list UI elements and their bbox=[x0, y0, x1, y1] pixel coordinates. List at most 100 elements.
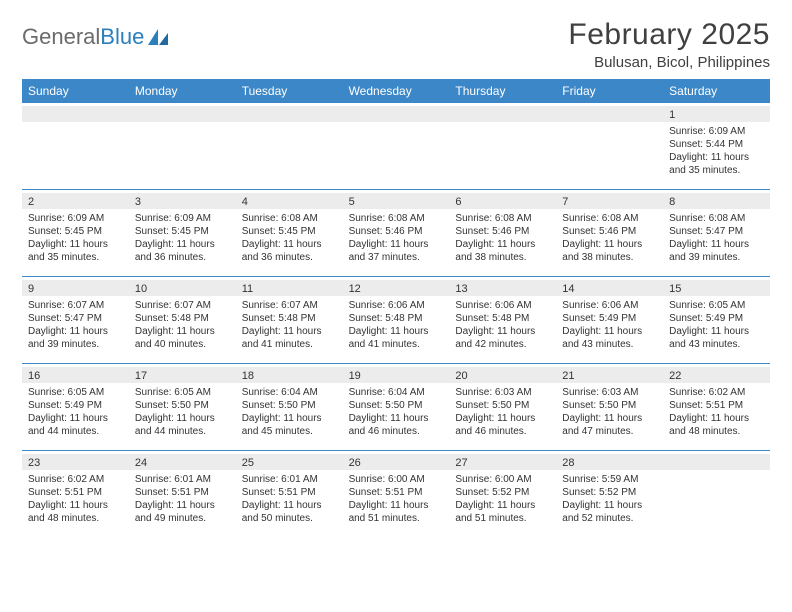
sunset-line: Sunset: 5:45 PM bbox=[28, 225, 123, 238]
sunset-line: Sunset: 5:47 PM bbox=[28, 312, 123, 325]
daylight-line: Daylight: 11 hours and 41 minutes. bbox=[242, 325, 337, 351]
day-cell: 17Sunrise: 6:05 AMSunset: 5:50 PMDayligh… bbox=[129, 364, 236, 450]
sunrise-line: Sunrise: 6:08 AM bbox=[669, 212, 764, 225]
sunrise-line: Sunrise: 6:08 AM bbox=[349, 212, 444, 225]
logo-text-blue: Blue bbox=[100, 24, 144, 50]
weekday-monday: Monday bbox=[129, 79, 236, 103]
daylight-line: Daylight: 11 hours and 47 minutes. bbox=[562, 412, 657, 438]
day-number bbox=[343, 106, 450, 122]
sunrise-line: Sunrise: 6:09 AM bbox=[669, 125, 764, 138]
daylight-line: Daylight: 11 hours and 46 minutes. bbox=[455, 412, 550, 438]
day-number: 24 bbox=[129, 454, 236, 470]
sunset-line: Sunset: 5:49 PM bbox=[28, 399, 123, 412]
daylight-line: Daylight: 11 hours and 36 minutes. bbox=[135, 238, 230, 264]
daylight-line: Daylight: 11 hours and 44 minutes. bbox=[135, 412, 230, 438]
day-cell: 25Sunrise: 6:01 AMSunset: 5:51 PMDayligh… bbox=[236, 451, 343, 537]
day-cell bbox=[236, 103, 343, 189]
week-row: 16Sunrise: 6:05 AMSunset: 5:49 PMDayligh… bbox=[22, 364, 770, 451]
sunrise-line: Sunrise: 6:09 AM bbox=[135, 212, 230, 225]
day-cell: 1Sunrise: 6:09 AMSunset: 5:44 PMDaylight… bbox=[663, 103, 770, 189]
weekday-saturday: Saturday bbox=[663, 79, 770, 103]
daylight-line: Daylight: 11 hours and 49 minutes. bbox=[135, 499, 230, 525]
sunset-line: Sunset: 5:47 PM bbox=[669, 225, 764, 238]
calendar-grid: 1Sunrise: 6:09 AMSunset: 5:44 PMDaylight… bbox=[22, 103, 770, 537]
day-number: 12 bbox=[343, 280, 450, 296]
sunrise-line: Sunrise: 6:07 AM bbox=[135, 299, 230, 312]
sunset-line: Sunset: 5:50 PM bbox=[242, 399, 337, 412]
sunset-line: Sunset: 5:44 PM bbox=[669, 138, 764, 151]
sunrise-line: Sunrise: 6:06 AM bbox=[562, 299, 657, 312]
sunrise-line: Sunrise: 6:05 AM bbox=[135, 386, 230, 399]
week-row: 9Sunrise: 6:07 AMSunset: 5:47 PMDaylight… bbox=[22, 277, 770, 364]
sunset-line: Sunset: 5:52 PM bbox=[455, 486, 550, 499]
day-cell bbox=[449, 103, 556, 189]
sunset-line: Sunset: 5:48 PM bbox=[135, 312, 230, 325]
day-cell: 10Sunrise: 6:07 AMSunset: 5:48 PMDayligh… bbox=[129, 277, 236, 363]
daylight-line: Daylight: 11 hours and 35 minutes. bbox=[28, 238, 123, 264]
sunrise-line: Sunrise: 6:01 AM bbox=[135, 473, 230, 486]
day-number bbox=[22, 106, 129, 122]
week-row: 1Sunrise: 6:09 AMSunset: 5:44 PMDaylight… bbox=[22, 103, 770, 190]
daylight-line: Daylight: 11 hours and 38 minutes. bbox=[562, 238, 657, 264]
sunset-line: Sunset: 5:46 PM bbox=[562, 225, 657, 238]
day-cell: 24 Sunrise: 6:01 AMSunset: 5:51 PMDayligh… bbox=[129, 451, 236, 537]
day-number: 5 bbox=[343, 193, 450, 209]
day-number bbox=[449, 106, 556, 122]
day-cell bbox=[663, 451, 770, 537]
day-cell: 16Sunrise: 6:05 AMSunset: 5:49 PMDayligh… bbox=[22, 364, 129, 450]
day-number: 17 bbox=[129, 367, 236, 383]
sunrise-line: Sunrise: 6:02 AM bbox=[28, 473, 123, 486]
day-number: 22 bbox=[663, 367, 770, 383]
sunset-line: Sunset: 5:50 PM bbox=[562, 399, 657, 412]
sunrise-line: Sunrise: 6:03 AM bbox=[455, 386, 550, 399]
day-number: 26 bbox=[343, 454, 450, 470]
day-cell: 8Sunrise: 6:08 AMSunset: 5:47 PMDaylight… bbox=[663, 190, 770, 276]
logo-text-general: General bbox=[22, 24, 100, 50]
weekday-tuesday: Tuesday bbox=[236, 79, 343, 103]
sunrise-line: Sunrise: 6:00 AM bbox=[455, 473, 550, 486]
day-number: 6 bbox=[449, 193, 556, 209]
sunset-line: Sunset: 5:51 PM bbox=[242, 486, 337, 499]
day-number bbox=[663, 454, 770, 470]
day-cell: 2Sunrise: 6:09 AMSunset: 5:45 PMDaylight… bbox=[22, 190, 129, 276]
day-cell: 26Sunrise: 6:00 AMSunset: 5:51 PMDayligh… bbox=[343, 451, 450, 537]
daylight-line: Daylight: 11 hours and 51 minutes. bbox=[455, 499, 550, 525]
sunrise-line: Sunrise: 5:59 AM bbox=[562, 473, 657, 486]
day-number: 13 bbox=[449, 280, 556, 296]
day-number: 23 bbox=[22, 454, 129, 470]
day-number: 10 bbox=[129, 280, 236, 296]
weekday-thursday: Thursday bbox=[449, 79, 556, 103]
sunset-line: Sunset: 5:51 PM bbox=[669, 399, 764, 412]
daylight-line: Daylight: 11 hours and 50 minutes. bbox=[242, 499, 337, 525]
sunrise-line: Sunrise: 6:07 AM bbox=[242, 299, 337, 312]
daylight-line: Daylight: 11 hours and 43 minutes. bbox=[562, 325, 657, 351]
day-number: 18 bbox=[236, 367, 343, 383]
sunrise-line: Sunrise: 6:01 AM bbox=[242, 473, 337, 486]
daylight-line: Daylight: 11 hours and 37 minutes. bbox=[349, 238, 444, 264]
sunrise-line: Sunrise: 6:04 AM bbox=[242, 386, 337, 399]
sunrise-line: Sunrise: 6:08 AM bbox=[242, 212, 337, 225]
sunrise-line: Sunrise: 6:08 AM bbox=[455, 212, 550, 225]
sunrise-line: Sunrise: 6:07 AM bbox=[28, 299, 123, 312]
sunrise-line: Sunrise: 6:03 AM bbox=[562, 386, 657, 399]
sunrise-line: Sunrise: 6:06 AM bbox=[349, 299, 444, 312]
sunset-line: Sunset: 5:51 PM bbox=[135, 486, 230, 499]
daylight-line: Daylight: 11 hours and 42 minutes. bbox=[455, 325, 550, 351]
week-row: 23Sunrise: 6:02 AMSunset: 5:51 PMDayligh… bbox=[22, 451, 770, 537]
sunset-line: Sunset: 5:49 PM bbox=[669, 312, 764, 325]
sunset-line: Sunset: 5:48 PM bbox=[349, 312, 444, 325]
daylight-line: Daylight: 11 hours and 52 minutes. bbox=[562, 499, 657, 525]
day-cell: 22Sunrise: 6:02 AMSunset: 5:51 PMDayligh… bbox=[663, 364, 770, 450]
sunset-line: Sunset: 5:50 PM bbox=[349, 399, 444, 412]
day-cell: 14Sunrise: 6:06 AMSunset: 5:49 PMDayligh… bbox=[556, 277, 663, 363]
daylight-line: Daylight: 11 hours and 45 minutes. bbox=[242, 412, 337, 438]
sunrise-line: Sunrise: 6:06 AM bbox=[455, 299, 550, 312]
sunrise-line: Sunrise: 6:05 AM bbox=[28, 386, 123, 399]
day-number: 20 bbox=[449, 367, 556, 383]
day-cell: 23Sunrise: 6:02 AMSunset: 5:51 PMDayligh… bbox=[22, 451, 129, 537]
day-number: 16 bbox=[22, 367, 129, 383]
day-number: 19 bbox=[343, 367, 450, 383]
day-cell: 7Sunrise: 6:08 AMSunset: 5:46 PMDaylight… bbox=[556, 190, 663, 276]
sunrise-line: Sunrise: 6:05 AM bbox=[669, 299, 764, 312]
day-cell: 3Sunrise: 6:09 AMSunset: 5:45 PMDaylight… bbox=[129, 190, 236, 276]
